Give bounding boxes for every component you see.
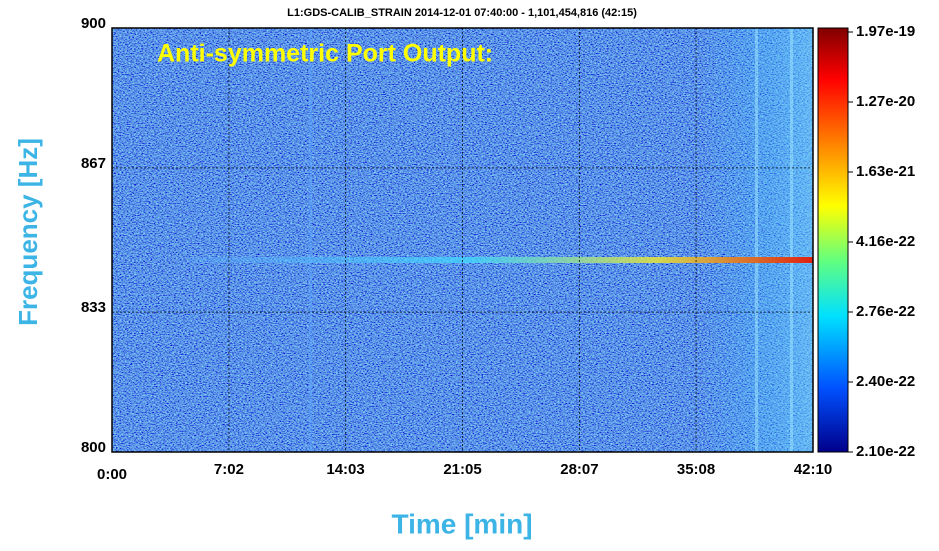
- colorbar-tick-label: 1.27e-20: [856, 93, 915, 110]
- y-tick-label: 867: [81, 155, 106, 172]
- colorbar-tick-label: 2.40e-22: [856, 373, 915, 390]
- x-tick-label: 7:02: [214, 461, 244, 478]
- colorbar-tick-label: 1.63e-21: [856, 163, 915, 180]
- spectrogram-streak: [755, 28, 758, 452]
- annotation: Anti-symmetric Port Output:: [157, 40, 493, 68]
- x-tick-label: 0:00: [97, 466, 127, 483]
- spectrogram-streak: [309, 28, 312, 452]
- y-tick-label: 900: [81, 15, 106, 32]
- spectrogram-streak: [790, 28, 793, 452]
- x-axis-label: Time [min]: [391, 508, 532, 539]
- y-axis-label: Frequency [Hz]: [13, 138, 43, 326]
- x-tick-label: 28:07: [560, 461, 598, 478]
- colorbar: [817, 27, 849, 453]
- y-tick-label: 833: [81, 299, 106, 316]
- colorbar-tick-label: 2.76e-22: [856, 303, 915, 320]
- plot-area: [111, 27, 814, 453]
- chart-title: L1:GDS-CALIB_STRAIN 2014-12-01 07:40:00 …: [287, 7, 637, 19]
- x-tick-label: 14:03: [326, 461, 364, 478]
- x-tick-label: 21:05: [443, 461, 481, 478]
- colorbar-tick-label: 4.16e-22: [856, 233, 915, 250]
- signal-trace: [190, 257, 813, 263]
- x-tick-label: 42:10: [794, 461, 832, 478]
- colorbar-tick-label: 2.10e-22: [856, 443, 915, 460]
- y-tick-label: 800: [81, 439, 106, 456]
- plot-frame: [111, 27, 814, 453]
- x-tick-label: 35:08: [677, 461, 715, 478]
- colorbar-tick-label: 1.97e-19: [856, 23, 915, 40]
